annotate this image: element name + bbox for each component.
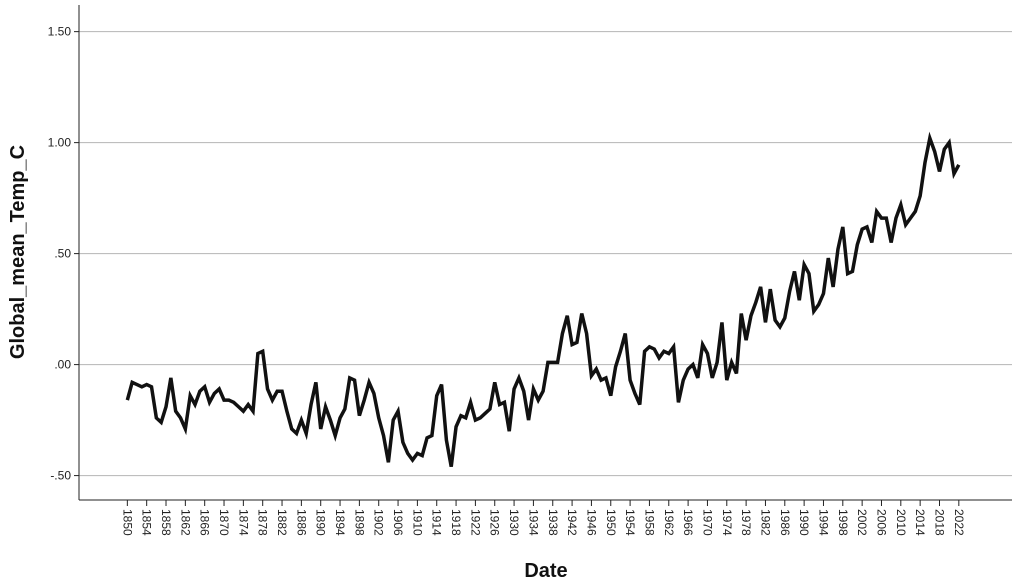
x-tick-label: 1926 [488,509,502,536]
x-tick-label: 1858 [159,509,173,536]
x-tick-label: 1890 [314,509,328,536]
x-tick-label: 1930 [507,509,521,536]
x-tick-label: 1866 [198,509,212,536]
x-tick-label: 1962 [662,509,676,536]
x-tick-label: 1934 [526,509,540,536]
x-tick-label: 1966 [681,509,695,536]
y-tick-label: 1.00 [48,136,72,150]
x-tick-label: 2014 [913,509,927,536]
data-line [125,131,961,468]
x-axis-title: Date [524,560,567,582]
y-tick-label: .50 [54,247,71,261]
x-tick-label: 1994 [816,509,830,536]
x-tick-label: 1882 [275,509,289,536]
x-tick-label: 1986 [778,509,792,536]
y-tick-label: .00 [54,358,71,372]
x-tick-label: 1854 [140,509,154,536]
x-tick-label: 1870 [217,509,231,536]
x-tick-label: 1886 [294,509,308,536]
x-tick-label: 1922 [468,509,482,536]
x-tick-label: 2002 [855,509,869,536]
x-tick-label: 1898 [352,509,366,536]
x-tick-label: 1970 [700,509,714,536]
x-tick-label: 2018 [932,509,946,536]
x-tick-label: 1878 [256,509,270,536]
y-axis-title: Global_mean_Temp_C [7,145,29,359]
x-tick-label: 1978 [739,509,753,536]
x-tick-label: 1990 [797,509,811,536]
x-tick-label: 1862 [178,509,192,536]
x-tick-label: 2022 [952,509,966,536]
x-tick-label: 1974 [720,509,734,536]
y-tick-label: 1.50 [48,25,72,39]
x-tick-label: 1914 [430,509,444,536]
x-tick-label: 1998 [836,509,850,536]
x-tick-label: 1958 [642,509,656,536]
x-tick-label: 1942 [565,509,579,536]
x-tick-label: 1910 [410,509,424,536]
x-tick-label: 1982 [758,509,772,536]
x-tick-label: 1950 [604,509,618,536]
x-tick-label: 1938 [546,509,560,536]
x-tick-label: 1850 [120,509,134,536]
x-tick-label: 2010 [894,509,908,536]
y-tick-label: -.50 [50,469,71,483]
x-tick-label: 1874 [236,509,250,536]
x-tick-label: 1894 [333,509,347,536]
x-tick-label: 1954 [623,509,637,536]
x-tick-label: 1918 [449,509,463,536]
x-tick-label: 1906 [391,509,405,536]
x-tick-label: 1946 [584,509,598,536]
x-tick-label: 2006 [874,509,888,536]
x-tick-label: 1902 [372,509,386,536]
